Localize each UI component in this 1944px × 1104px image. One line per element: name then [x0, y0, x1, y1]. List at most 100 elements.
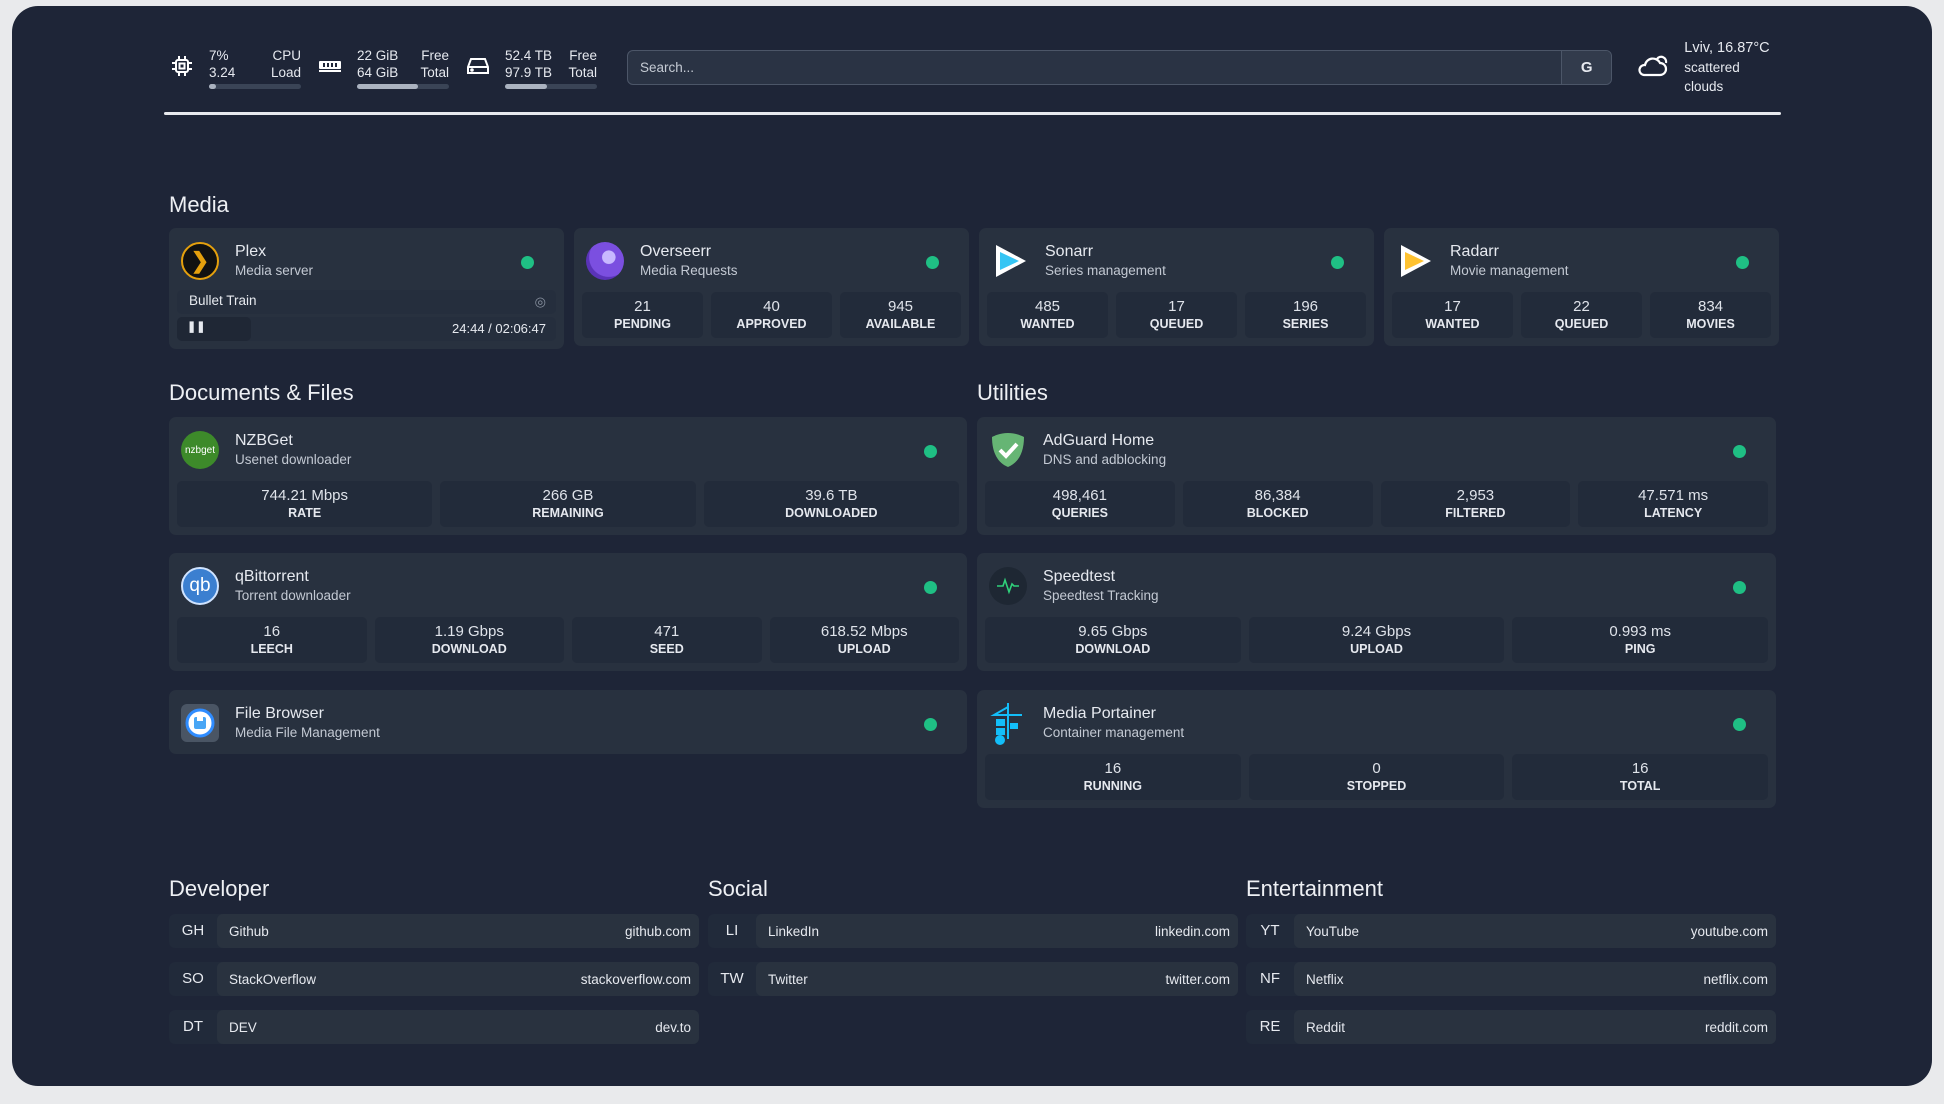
hard-drive-icon [465, 53, 491, 79]
stat-approved: 40 APPROVED [711, 292, 832, 338]
stat-downloaded: 39.6 TB DOWNLOADED [703, 481, 959, 527]
service-name: Radarr [1450, 243, 1499, 260]
radarr-logo-icon [1396, 242, 1434, 280]
bookmark-dev[interactable]: DT DEV dev.to [169, 1010, 699, 1044]
service-description: Speedtest Tracking [1043, 588, 1159, 603]
bookmark-github[interactable]: GH Github github.com [169, 914, 699, 948]
playback-time: 24:44 / 02:06:47 [452, 321, 546, 336]
service-card-overseerr[interactable]: Overseerr Media Requests 21 PENDING 40 APPROV… [574, 228, 969, 346]
section-title-media: Media [169, 192, 229, 217]
bookmark-abbr: RE [1259, 1018, 1281, 1035]
service-card-file-browser[interactable]: File Browser Media File Management [169, 690, 967, 754]
stat-ping: 0.993 ms PING [1512, 617, 1769, 663]
cpu-usage: 7% 3.24 [209, 48, 236, 80]
section-title-docs: Documents & Files [169, 380, 354, 405]
google-search-button[interactable]: G [1561, 50, 1612, 84]
stat-series: 196 SERIES [1245, 292, 1366, 338]
stat-remaining: 266 GB REMAINING [440, 481, 696, 527]
service-description: DNS and adblocking [1043, 452, 1167, 467]
service-card-speedtest[interactable]: Speedtest Speedtest Tracking 9.65 Gbps DOWN… [977, 553, 1776, 671]
service-name: Plex [235, 243, 267, 260]
bookmark-url: github.com [624, 923, 691, 939]
stat-stopped: 0 STOPPED [1248, 754, 1505, 800]
bookmark-reddit[interactable]: RE Reddit reddit.com [1246, 1010, 1776, 1044]
social-links: LI LinkedIn linkedin.com TW Twitter twitter.c… [708, 914, 1238, 1010]
service-card-sonarr[interactable]: Sonarr Series management 485 WANTED 17 QUEUED… [979, 228, 1374, 346]
service-name: Media Portainer [1043, 705, 1156, 722]
bookmark-abbr: TW [720, 970, 744, 987]
service-name: Overseerr [640, 243, 712, 260]
service-description: Usenet downloader [235, 452, 352, 467]
playback-progress[interactable]: ❚❚ 24:44 / 02:06:47 [177, 317, 556, 341]
bookmark-url: twitter.com [1165, 971, 1230, 987]
bookmark-youtube[interactable]: YT YouTube youtube.com [1246, 914, 1776, 948]
pause-icon[interactable]: ❚❚ [177, 317, 252, 341]
bookmark-name: Reddit [1306, 1019, 1346, 1035]
stat-blocked: 86,384 BLOCKED [1182, 481, 1373, 527]
memory-labels: Free Total [420, 48, 449, 80]
service-card-adguard-home[interactable]: AdGuard Home DNS and adblocking 498,461 QUE… [977, 417, 1776, 535]
entertainment-links: YT YouTube youtube.com NF Netflix netflix.com… [1246, 914, 1776, 1058]
bookmark-abbr: NF [1260, 970, 1280, 987]
weather-condition: scattered clouds [1684, 59, 1740, 94]
cpu-icon [169, 53, 195, 79]
stat-total: 16 TOTAL [1512, 754, 1769, 800]
bookmark-name: Twitter [768, 971, 808, 987]
section-title-developer: Developer [169, 876, 270, 901]
disk-widget: 52.4 TB 97.9 TB Free Total [465, 47, 597, 89]
bookmark-name: Github [229, 923, 269, 939]
service-name: qBittorrent [235, 568, 309, 585]
service-name: AdGuard Home [1043, 432, 1155, 449]
service-card-plex[interactable]: ❯ Plex Media server Bullet Train ◎ ❚❚ 24:44 / … [169, 228, 564, 349]
stat-seed: 471 SEED [572, 617, 762, 663]
status-online-indicator [1733, 581, 1746, 594]
section-title-utilities: Utilities [977, 380, 1048, 405]
status-online-indicator [1331, 256, 1344, 269]
stat-download: 9.65 Gbps DOWNLOAD [985, 617, 1241, 663]
disk-labels: Free Total [568, 48, 597, 80]
status-online-indicator [1733, 445, 1746, 458]
status-online-indicator [926, 256, 939, 269]
nzbget-logo-icon: nzbget [181, 431, 219, 469]
service-card-nzbget[interactable]: nzbget NZBGet Usenet downloader 744.21 Mbps… [169, 417, 967, 535]
stat-movies: 834 MOVIES [1650, 292, 1771, 338]
bookmark-name: LinkedIn [768, 923, 820, 939]
status-online-indicator [1733, 718, 1746, 731]
bookmark-abbr: YT [1260, 922, 1280, 939]
bookmark-url: stackoverflow.com [580, 971, 691, 987]
bookmark-abbr: GH [181, 922, 205, 939]
plex-logo-icon: ❯ [181, 242, 219, 280]
bookmark-url: netflix.com [1703, 971, 1768, 987]
search-input[interactable] [628, 59, 1562, 75]
bookmark-linkedin[interactable]: LI LinkedIn linkedin.com [708, 914, 1238, 948]
service-name: NZBGet [235, 432, 293, 449]
service-card-media-portainer[interactable]: Media Portainer Container management 16 RUN… [977, 690, 1776, 808]
bookmark-url: youtube.com [1690, 923, 1768, 939]
status-online-indicator [924, 445, 937, 458]
bookmark-name: StackOverflow [229, 971, 317, 987]
service-description: Series management [1045, 263, 1166, 278]
section-title-entertainment: Entertainment [1246, 876, 1383, 901]
bookmark-stackoverflow[interactable]: SO StackOverflow stackoverflow.com [169, 962, 699, 996]
service-description: Torrent downloader [235, 588, 351, 603]
bookmark-netflix[interactable]: NF Netflix netflix.com [1246, 962, 1776, 996]
bookmark-url: reddit.com [1704, 1019, 1768, 1035]
service-description: Media server [235, 263, 314, 278]
weather-location: Lviv, 16.87°C [1684, 39, 1770, 56]
disk-values: 52.4 TB 97.9 TB [505, 48, 553, 80]
section-title-social: Social [708, 876, 768, 901]
cpu-bar [209, 84, 301, 89]
service-description: Media File Management [235, 725, 380, 740]
bookmark-twitter[interactable]: TW Twitter twitter.com [708, 962, 1238, 996]
stat-available: 945 AVAILABLE [840, 292, 961, 338]
cloud-icon [1636, 52, 1670, 83]
service-description: Container management [1043, 725, 1185, 740]
qbittorrent-logo-icon: qb [181, 567, 219, 605]
service-card-qbittorrent[interactable]: qb qBittorrent Torrent downloader 16 LEECH 1.… [169, 553, 967, 671]
header-bar: 7% 3.24 CPU Load 22 GiB 64 GiB Free Total 52.4… [169, 40, 1781, 94]
service-name: File Browser [235, 705, 324, 722]
stat-wanted: 485 WANTED [987, 292, 1108, 338]
service-card-radarr[interactable]: Radarr Movie management 17 WANTED 22 QUEUED 83… [1384, 228, 1779, 346]
stat-rate: 744.21 Mbps RATE [177, 481, 433, 527]
memory-icon [317, 53, 343, 79]
